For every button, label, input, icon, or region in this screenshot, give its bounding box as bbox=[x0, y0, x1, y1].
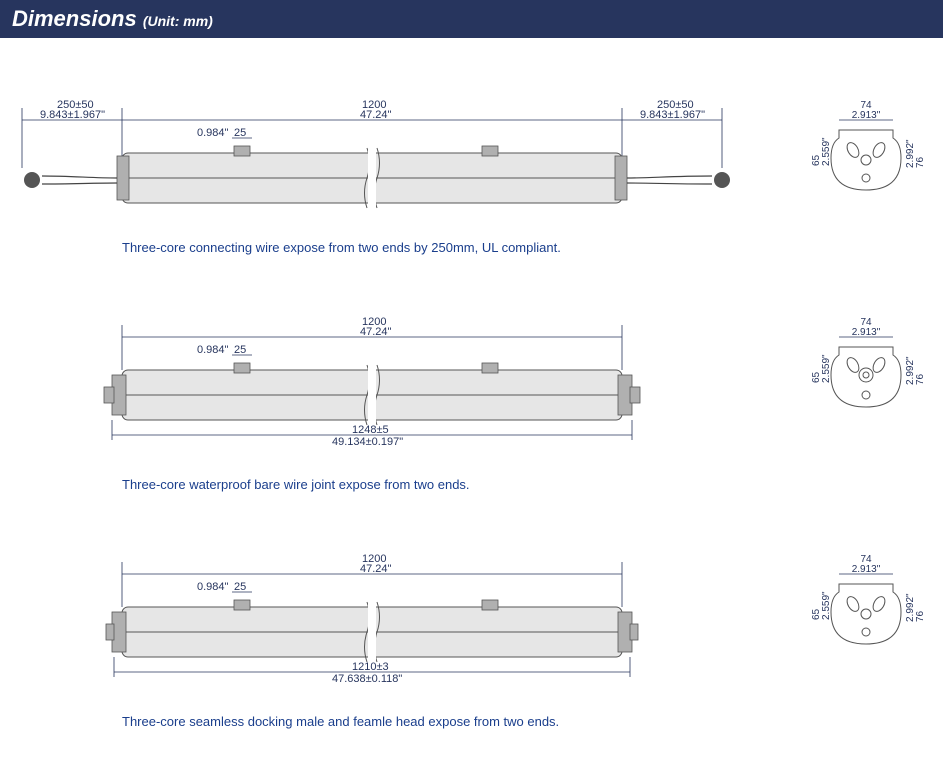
cs-ho-in-1: 2.992" bbox=[905, 139, 916, 168]
caption-1: Three-core connecting wire expose from t… bbox=[122, 240, 781, 255]
dim-brk-in-2: 0.984" bbox=[197, 344, 229, 356]
cs-ho-mm-1: 76 bbox=[915, 156, 926, 168]
dim-ov-in-3: 47.638±0.118" bbox=[332, 673, 402, 685]
cs-w-in-2: 2.913" bbox=[852, 327, 881, 338]
dim-brk-in-3: 0.984" bbox=[197, 581, 229, 593]
header-title: Dimensions bbox=[12, 6, 137, 31]
cs-ho-in-3: 2.992" bbox=[905, 593, 916, 622]
side-view-1: 250±50 9.843±1.967" 1200 47.24" 250±50 9… bbox=[12, 98, 781, 255]
cross-section-3: 74 2.913" 65 2.559" 76 2.992" bbox=[811, 552, 931, 672]
dim-brk-in-1: 0.984" bbox=[197, 127, 229, 139]
dim-ov-in-2: 49.134±0.197" bbox=[332, 436, 403, 448]
caption-3: Three-core seamless docking male and fea… bbox=[122, 714, 781, 729]
cs-ho-mm-2: 76 bbox=[915, 373, 926, 385]
dim-len-in-1: 47.24" bbox=[360, 109, 392, 121]
caption-2: Three-core waterproof bare wire joint ex… bbox=[122, 477, 781, 492]
dim-brk-mm-1: 25 bbox=[234, 127, 246, 139]
content: 250±50 9.843±1.967" 1200 47.24" 250±50 9… bbox=[0, 38, 943, 759]
header-bar: Dimensions (Unit: mm) bbox=[0, 0, 943, 38]
dim-brk-mm-3: 25 bbox=[234, 581, 246, 593]
cs-hi-in-1: 2.559" bbox=[821, 137, 832, 166]
header-unit: (Unit: mm) bbox=[143, 13, 213, 29]
dim-cable-in-1: 9.843±1.967" bbox=[40, 109, 105, 121]
cs-w-in-3: 2.913" bbox=[852, 564, 881, 575]
cs-hi-in-3: 2.559" bbox=[821, 591, 832, 620]
cs-hi-in-2: 2.559" bbox=[821, 354, 832, 383]
view-row-1: 250±50 9.843±1.967" 1200 47.24" 250±50 9… bbox=[12, 98, 931, 255]
dim-cable-in-r1: 9.843±1.967" bbox=[640, 109, 705, 121]
side-view-2: 1200 47.24" 0.984" 25 1248±5 49.134±0.19… bbox=[12, 315, 781, 492]
dim-ov-mm-3: 1210±3 bbox=[352, 661, 389, 673]
side-view-3: 1200 47.24" 0.984" 25 1210±3 47.638±0.11… bbox=[12, 552, 781, 729]
cs-ho-mm-3: 76 bbox=[915, 610, 926, 622]
view-row-2: 1200 47.24" 0.984" 25 1248±5 49.134±0.19… bbox=[12, 315, 931, 492]
cs-w-in-1: 2.913" bbox=[852, 110, 881, 121]
dim-len-in-3: 47.24" bbox=[360, 563, 392, 575]
dim-brk-mm-2: 25 bbox=[234, 344, 246, 356]
dim-len-in-2: 47.24" bbox=[360, 326, 392, 338]
view-row-3: 1200 47.24" 0.984" 25 1210±3 47.638±0.11… bbox=[12, 552, 931, 729]
cross-section-2: 74 2.913" 65 2.559" 76 2.992" bbox=[811, 315, 931, 435]
cross-section-1: 74 2.913" 65 2.559" 76 2.992" bbox=[811, 98, 931, 218]
dim-ov-mm-2: 1248±5 bbox=[352, 424, 389, 436]
cs-ho-in-2: 2.992" bbox=[905, 356, 916, 385]
